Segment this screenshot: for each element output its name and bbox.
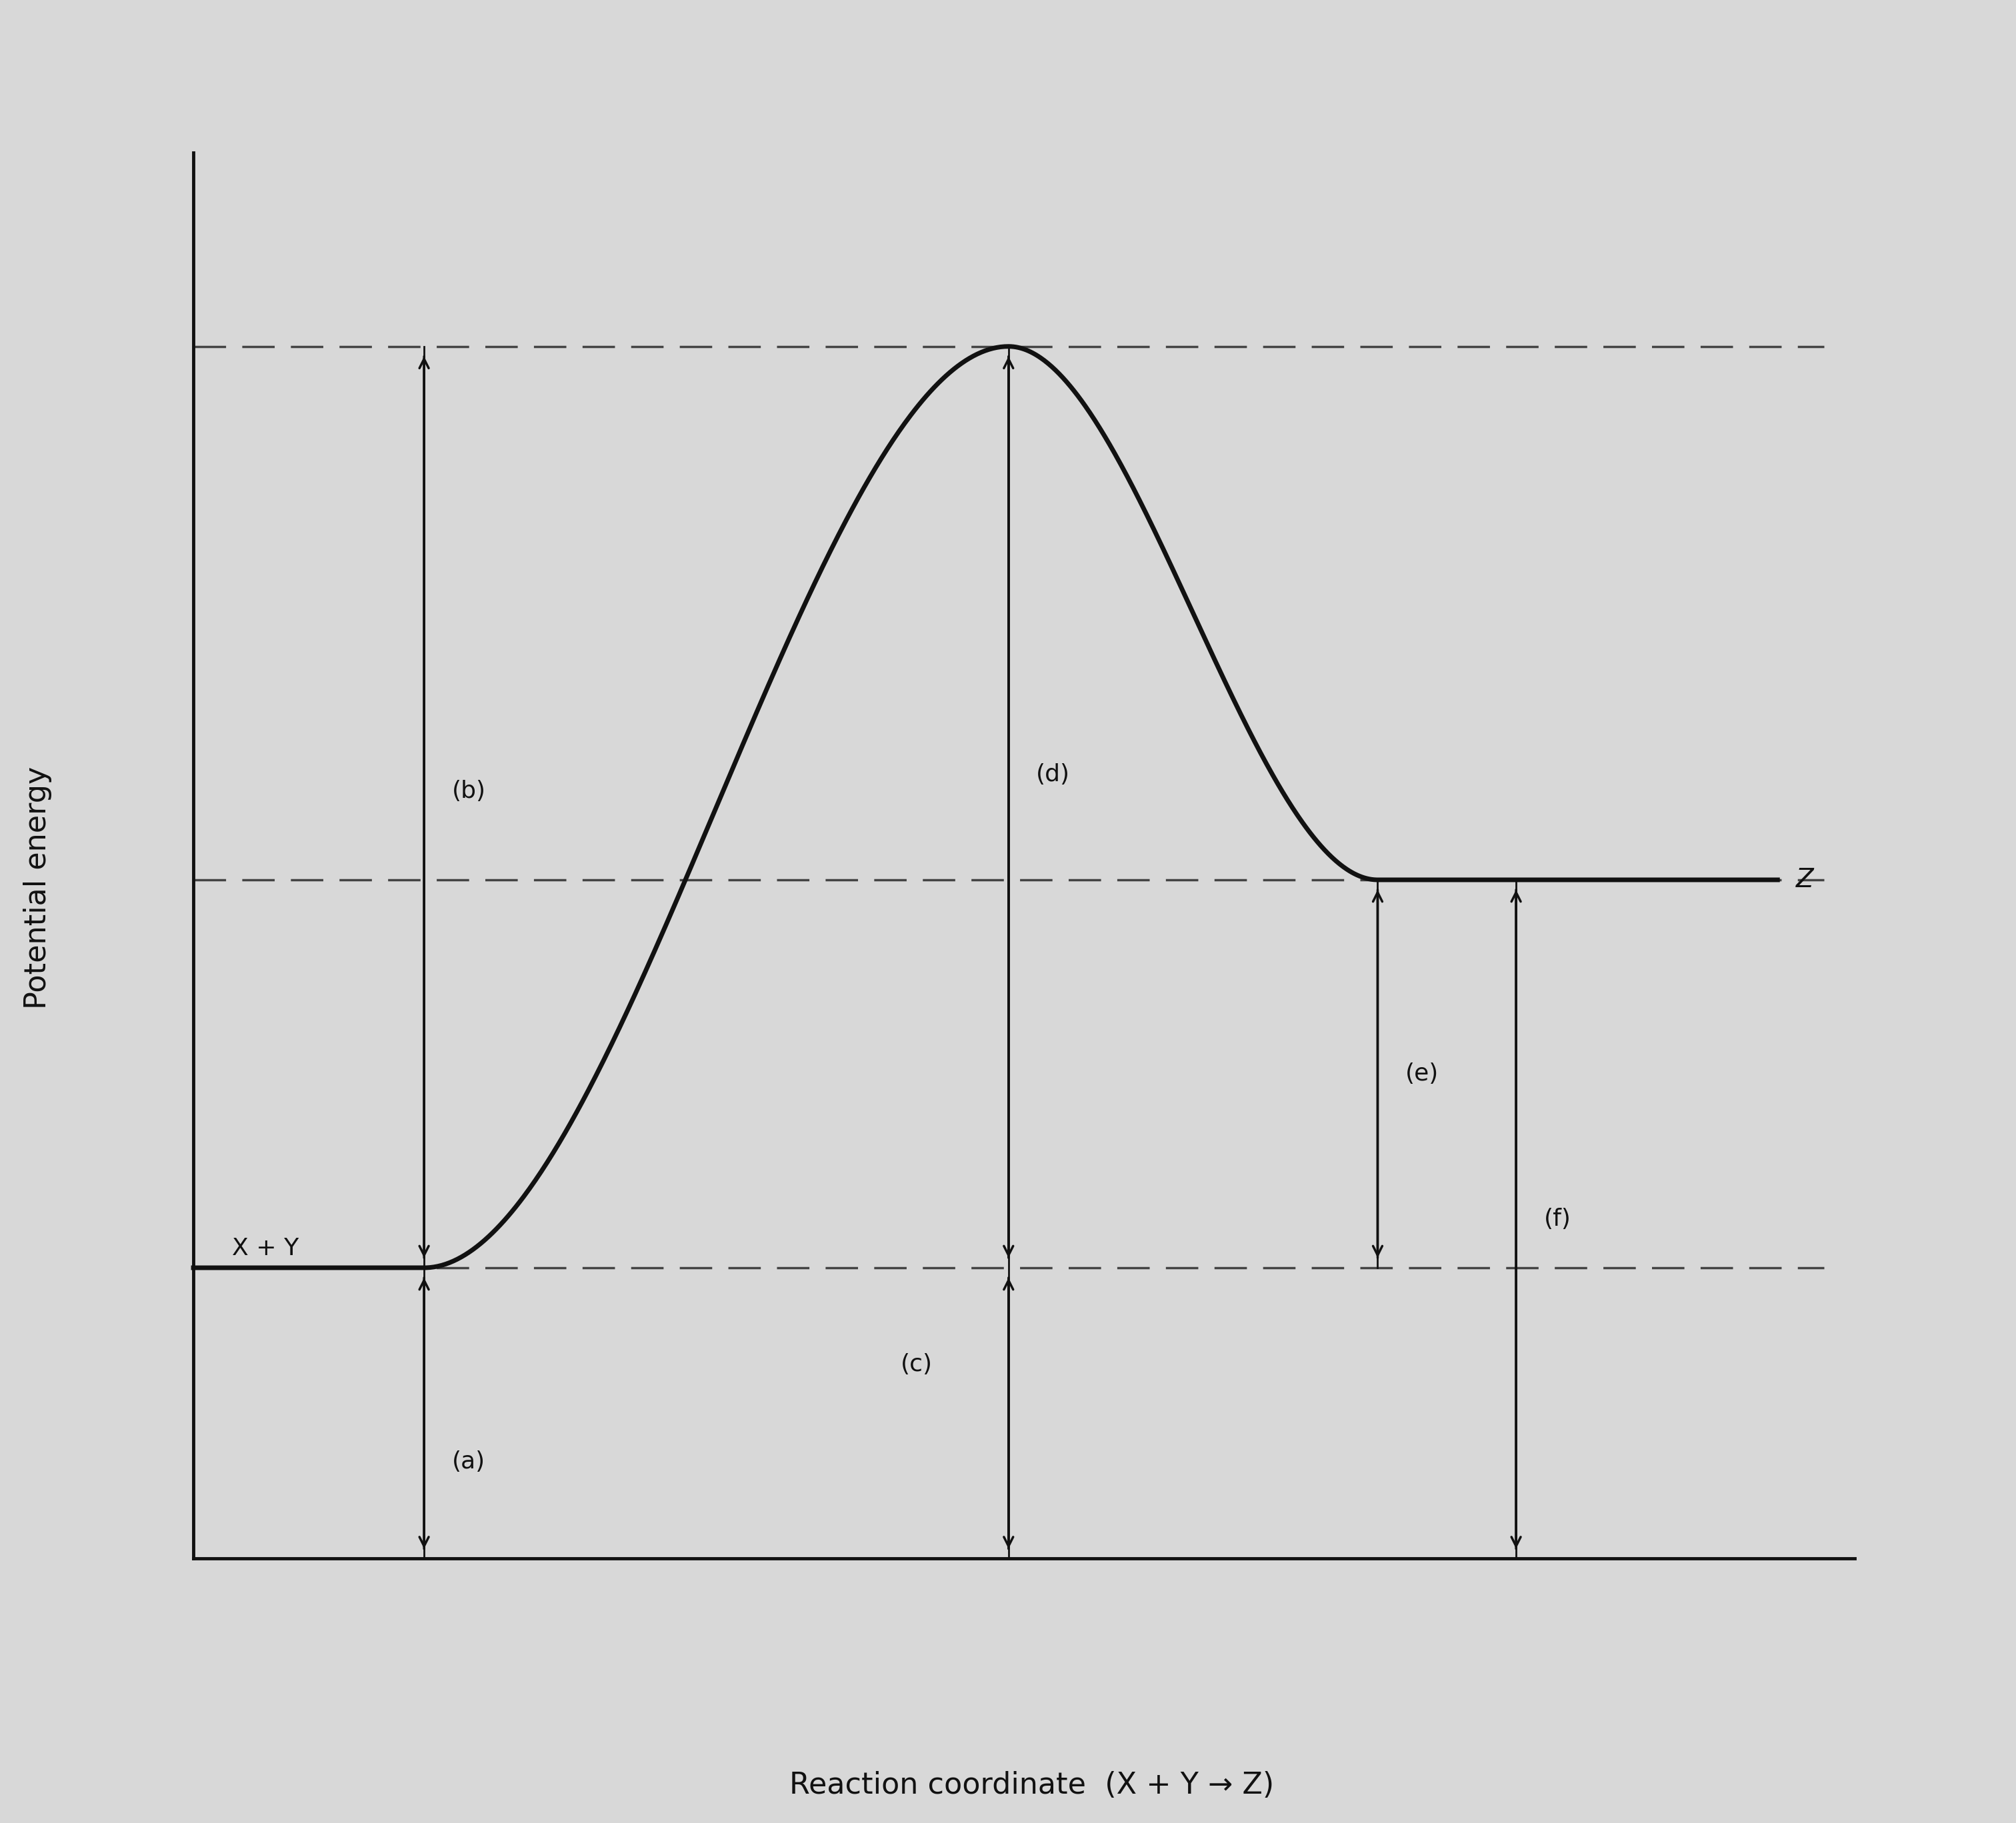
Text: (a): (a): [452, 1451, 486, 1473]
Text: (e): (e): [1405, 1063, 1439, 1085]
Text: (c): (c): [901, 1353, 933, 1376]
Y-axis label: Potential energy: Potential energy: [22, 766, 52, 1010]
Text: (d): (d): [1036, 764, 1070, 786]
Text: (b): (b): [452, 780, 486, 802]
Text: (f): (f): [1544, 1209, 1570, 1231]
X-axis label: Reaction coordinate  (X + Y → Z): Reaction coordinate (X + Y → Z): [788, 1772, 1274, 1799]
Text: Z: Z: [1796, 868, 1814, 893]
Text: X + Y: X + Y: [232, 1238, 298, 1260]
